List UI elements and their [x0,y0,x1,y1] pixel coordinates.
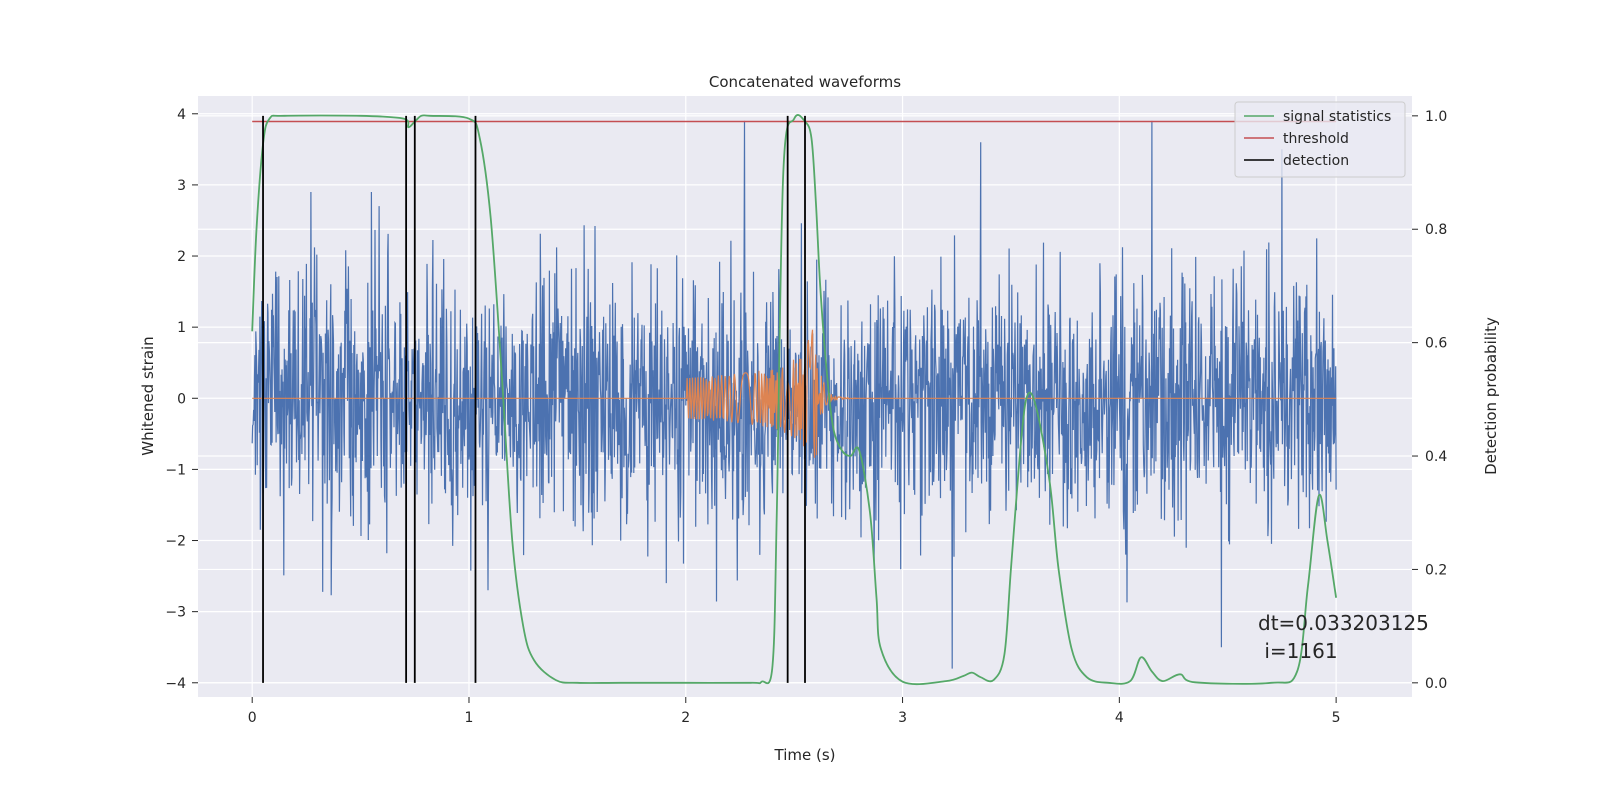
y2-tick-label: 1.0 [1425,109,1447,125]
y2-tick-label: 0.4 [1425,449,1447,465]
x-axis-label: Time (s) [774,746,836,764]
y2-tick-label: 0.8 [1425,222,1447,238]
y-tick-label: 4 [177,107,186,123]
x-tick-label: 5 [1332,710,1341,726]
y2-tick-label: 0.6 [1425,336,1447,352]
y-tick-label: 3 [177,178,186,194]
legend-box [1234,101,1406,178]
y-tick-label: −4 [165,676,186,692]
legend: signal statistics threshold detection [1234,101,1406,178]
x-tick-label: 2 [681,710,690,726]
legend-label-detection: detection [1283,153,1349,169]
plot-area [251,114,1337,686]
chart-title: Concatenated waveforms [709,73,901,91]
y-axis-label: Whitened strain [139,336,157,455]
annotation-dt: dt=0.033203125 [1258,611,1429,635]
y2-axis-label: Detection probability [1482,317,1500,475]
x-tick-label: 1 [465,710,474,726]
annotation-i: i=1161 [1258,639,1338,663]
y-tick-label: 1 [177,320,186,336]
injected-chirp-line [252,329,1337,458]
y-tick-label: 0 [177,391,186,407]
signal-statistics-line [251,114,1337,686]
y-tick-label: 2 [177,249,186,265]
legend-label-signal-statistics: signal statistics [1283,109,1391,125]
x-tick-label: 0 [248,710,257,726]
axis-ticks: 0 1 2 3 4 5 −4 −3 −2 −1 0 1 2 3 4 0.0 0.2 0.4 0.6 0.8 1.0 [165,107,1447,726]
y-tick-label: −3 [165,605,186,621]
x-tick-label: 4 [1115,710,1124,726]
y2-tick-label: 0.0 [1425,676,1447,692]
x-tick-label: 3 [898,710,907,726]
legend-label-threshold: threshold [1283,131,1349,147]
y-tick-label: −2 [165,534,186,550]
y-tick-label: −1 [165,462,186,478]
y2-tick-label: 0.2 [1425,562,1447,578]
